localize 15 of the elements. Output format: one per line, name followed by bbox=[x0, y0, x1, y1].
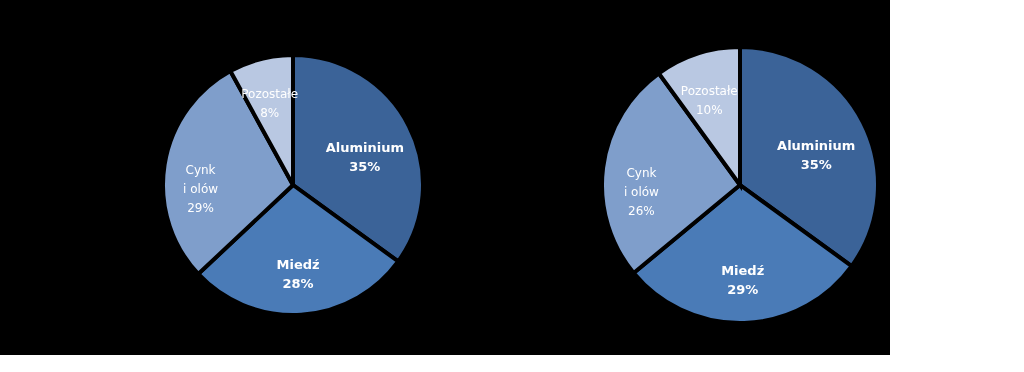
slice-label: Aluminium bbox=[777, 138, 856, 154]
slice-label: Miedź bbox=[721, 262, 765, 278]
slice-label: Aluminium bbox=[325, 140, 404, 156]
slice-label: Cynk i olów bbox=[183, 163, 219, 197]
slice-label: Cynk i olów bbox=[623, 165, 660, 199]
data-label: 35% bbox=[349, 159, 381, 175]
slice-label: Pozostałe bbox=[680, 83, 738, 98]
data-label: 26% bbox=[628, 203, 655, 218]
data-label: 29% bbox=[187, 201, 214, 216]
data-label: 35% bbox=[800, 157, 832, 173]
data-label: 8% bbox=[260, 106, 280, 121]
data-label: 29% bbox=[727, 281, 759, 297]
data-label: 10% bbox=[695, 102, 723, 117]
data-label: 28% bbox=[282, 276, 314, 292]
slice-label: Miedź bbox=[276, 257, 320, 273]
